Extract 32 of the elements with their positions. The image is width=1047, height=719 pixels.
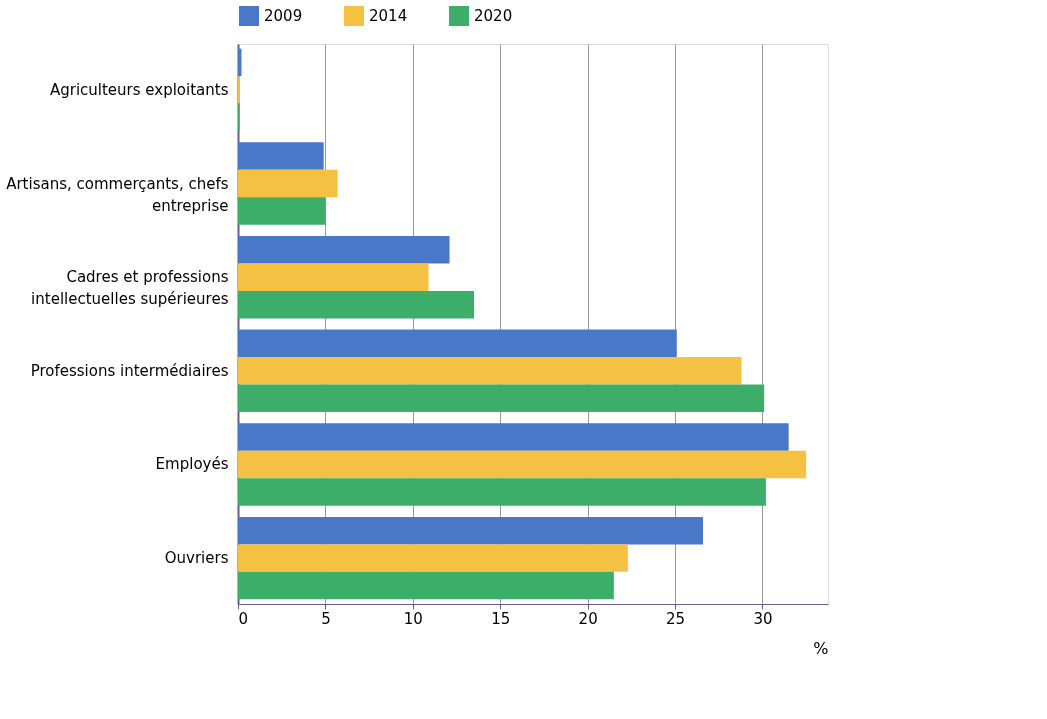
bar [238,571,614,600]
y-tick-label: Cadres et professions intellectuelles supérieures [31,268,229,309]
bar [238,329,677,358]
x-tick-label: 15 [491,609,511,628]
bar [238,169,338,198]
bar [238,423,789,451]
x-tick-label: 25 [665,609,686,628]
bar [238,544,628,572]
bar [238,142,324,170]
x-tick-label: 20 [578,609,598,628]
bar [238,235,450,264]
legend-label: 2014 [369,7,408,25]
bar [238,290,474,319]
y-tick-label: Artisans, commerçants, chefs entreprise [6,174,229,215]
bar [238,478,766,506]
bar [238,516,704,545]
bar [238,450,807,479]
y-tick-label: Ouvriers [164,549,229,568]
legend-label: 2020 [474,7,513,25]
bar [238,357,742,385]
y-tick-label: Employés [155,455,229,474]
x-axis-title: % [813,638,829,658]
bar [238,384,765,413]
x-tick-label: 0 [238,609,249,628]
bar [238,263,429,291]
y-tick-label: Agriculteurs exploitants [49,80,229,99]
y-tick-label: Professions intermédiaires [30,361,229,380]
x-tick-label: 30 [753,609,773,628]
x-tick-label: 10 [403,609,423,628]
legend-label: 2009 [264,7,303,25]
x-tick-label: 5 [321,609,331,628]
bar [238,197,326,225]
